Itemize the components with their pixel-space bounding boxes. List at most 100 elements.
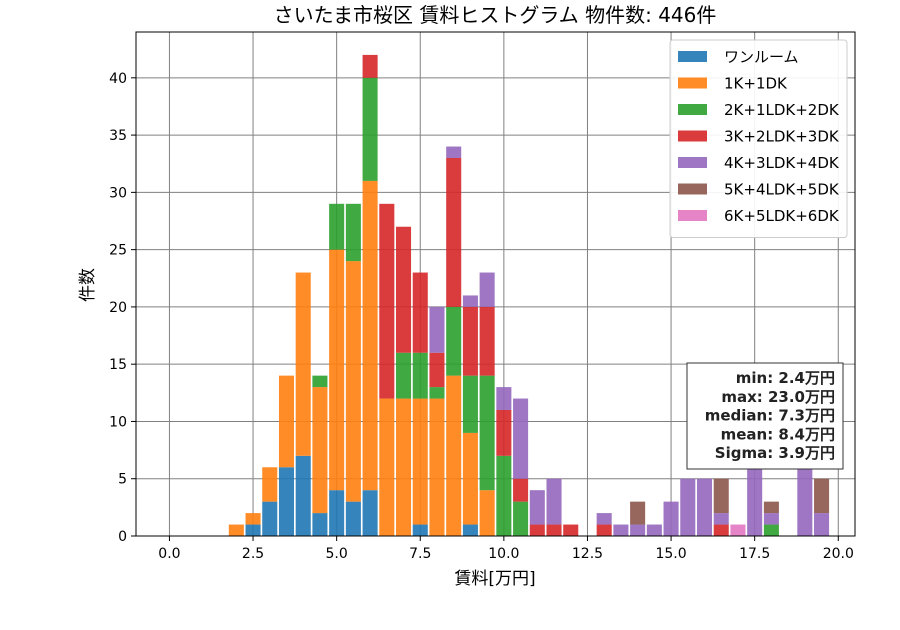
histogram-bar bbox=[396, 398, 412, 536]
legend-swatch bbox=[678, 104, 707, 115]
histogram-bar bbox=[429, 306, 445, 353]
histogram-bar bbox=[646, 524, 662, 536]
histogram-bar bbox=[663, 501, 679, 536]
histogram-bar bbox=[479, 306, 495, 376]
histogram-bar bbox=[763, 513, 779, 525]
histogram-bar bbox=[763, 524, 779, 536]
histogram-bar bbox=[278, 375, 295, 468]
stats-frame bbox=[686, 362, 844, 470]
legend-label: 4K+3LDK+4DK bbox=[724, 154, 840, 172]
histogram-bar bbox=[245, 513, 261, 525]
x-axis-label: 賃料[万円] bbox=[454, 569, 535, 589]
histogram-bar bbox=[412, 524, 428, 536]
x-tick-label: 5.0 bbox=[326, 546, 348, 562]
y-axis-label: 件数 bbox=[78, 268, 98, 302]
histogram-bar bbox=[429, 398, 445, 536]
x-axis-ticks: 0.0 2.5 5.0 7.5 10.0 12.5 15.0 17.5 20.0 bbox=[158, 536, 854, 562]
x-tick-label: 15.0 bbox=[655, 546, 686, 562]
histogram-bar bbox=[814, 513, 830, 536]
histogram-bar bbox=[496, 410, 512, 456]
histogram-bar bbox=[312, 387, 328, 514]
histogram-bar bbox=[329, 249, 345, 491]
histogram-bar bbox=[362, 77, 378, 181]
legend-label: ワンルーム bbox=[724, 48, 799, 66]
histogram-bar bbox=[412, 398, 428, 525]
histogram-bar bbox=[262, 501, 278, 536]
x-tick-label: 20.0 bbox=[823, 546, 854, 562]
histogram-bar bbox=[546, 478, 562, 525]
y-tick-label: 25 bbox=[109, 243, 127, 259]
histogram-bar bbox=[446, 375, 462, 536]
histogram-bar bbox=[379, 398, 395, 536]
x-tick-label: 0.0 bbox=[158, 546, 180, 562]
y-tick-label: 0 bbox=[118, 529, 127, 545]
stats-line: min: 2.4万円 bbox=[736, 369, 835, 387]
histogram-bar bbox=[563, 524, 579, 536]
histogram-bar bbox=[496, 387, 512, 410]
histogram-bar bbox=[412, 352, 428, 399]
stats-line: Sigma: 3.9万円 bbox=[715, 444, 835, 462]
histogram-bar bbox=[462, 295, 478, 307]
histogram-bar bbox=[529, 490, 545, 525]
histogram-bar bbox=[814, 478, 830, 514]
histogram-bar bbox=[245, 524, 261, 536]
legend-box bbox=[669, 39, 848, 238]
histogram-bar bbox=[797, 455, 813, 536]
legend-swatch bbox=[678, 157, 707, 168]
stats-line: median: 7.3万円 bbox=[705, 407, 835, 425]
histogram-bar bbox=[429, 387, 445, 399]
histogram-bar bbox=[529, 524, 545, 536]
x-tick-label: 7.5 bbox=[409, 546, 431, 562]
histogram-bar bbox=[379, 203, 395, 399]
y-axis-ticks: 0 5 10 15 20 25 30 35 40 bbox=[109, 71, 136, 545]
histogram-bar bbox=[462, 432, 478, 525]
histogram-bar bbox=[630, 524, 646, 536]
histogram-bar bbox=[496, 455, 512, 536]
histogram-bar bbox=[696, 478, 713, 536]
plot-frame bbox=[135, 31, 856, 537]
x-tick-label: 10.0 bbox=[488, 546, 519, 562]
histogram-bar bbox=[446, 158, 462, 307]
chart-title: さいたま市桜区 賃料ヒストグラム 物件数: 446件 bbox=[274, 3, 717, 27]
stats-line: max: 23.0万円 bbox=[721, 388, 835, 406]
histogram-bar bbox=[312, 513, 328, 536]
histogram-bar bbox=[396, 226, 412, 353]
histogram-bar bbox=[462, 375, 478, 433]
histogram-bar bbox=[730, 524, 746, 536]
x-tick-label: 17.5 bbox=[739, 546, 770, 562]
legend: ワンルーム 1K+1DK 2K+1LDK+2DK 3K+2LDK+3DK 4K+3LDK… bbox=[669, 39, 848, 238]
histogram-bar bbox=[546, 524, 562, 536]
legend-label: 2K+1LDK+2DK bbox=[724, 101, 840, 119]
legend-label: 5K+4LDK+5DK bbox=[724, 181, 840, 199]
histogram-bar bbox=[613, 524, 629, 536]
histogram-bar bbox=[295, 455, 311, 536]
x-tick-label: 12.5 bbox=[572, 546, 603, 562]
legend-swatch bbox=[678, 210, 707, 221]
legend-label: 6K+5LDK+6DK bbox=[724, 207, 840, 225]
stats-line: mean: 8.4万円 bbox=[721, 425, 835, 443]
histogram-bar bbox=[513, 501, 529, 536]
y-tick-label: 15 bbox=[109, 357, 127, 373]
histogram-bar bbox=[312, 375, 328, 388]
histogram-bar bbox=[262, 467, 278, 502]
histogram-bar bbox=[345, 203, 361, 262]
legend-swatch bbox=[678, 51, 707, 62]
histogram-bar bbox=[345, 501, 361, 536]
histogram-bar bbox=[429, 352, 445, 388]
histogram-bar bbox=[329, 490, 345, 536]
y-tick-label: 5 bbox=[118, 472, 127, 488]
histogram-bar bbox=[713, 513, 729, 525]
histogram-bar bbox=[295, 272, 311, 456]
y-tick-label: 40 bbox=[109, 71, 127, 87]
histogram-bar bbox=[446, 306, 462, 376]
histogram-bar bbox=[462, 524, 478, 536]
legend-swatch bbox=[678, 130, 707, 142]
histogram-bar bbox=[278, 467, 295, 536]
histogram-bar bbox=[362, 490, 378, 536]
histogram-bar bbox=[630, 501, 646, 525]
histogram-bar bbox=[362, 54, 378, 78]
legend-label: 1K+1DK bbox=[724, 75, 788, 93]
histogram-bar bbox=[396, 352, 412, 399]
